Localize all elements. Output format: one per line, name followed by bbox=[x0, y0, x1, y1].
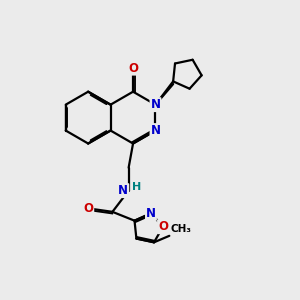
Text: O: O bbox=[83, 202, 93, 215]
Text: N: N bbox=[151, 98, 160, 111]
Text: CH₃: CH₃ bbox=[171, 224, 192, 234]
Text: O: O bbox=[158, 220, 168, 233]
Text: N: N bbox=[151, 124, 160, 137]
Text: O: O bbox=[128, 61, 138, 75]
Text: N: N bbox=[146, 207, 156, 220]
Text: H: H bbox=[132, 182, 141, 192]
Text: N: N bbox=[118, 184, 128, 197]
